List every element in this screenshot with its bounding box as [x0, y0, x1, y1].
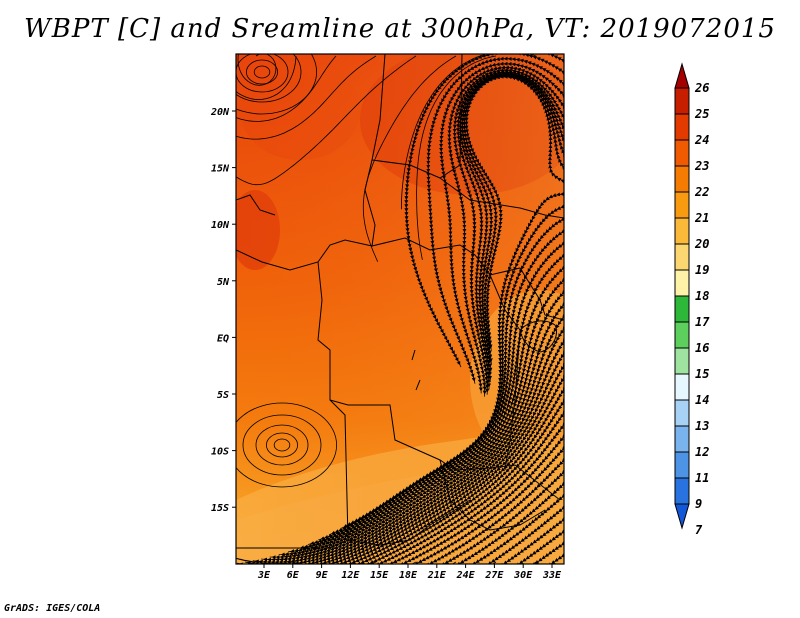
- lon-tick-label: 3E: [257, 570, 271, 581]
- streamline: [236, 55, 377, 140]
- streamline: [492, 561, 497, 564]
- vortex-ring: [236, 54, 317, 115]
- colorbar-swatch: [674, 425, 690, 453]
- streamline: [236, 558, 297, 564]
- colorbar-label: 15: [695, 367, 709, 381]
- vortex-ring: [236, 54, 302, 103]
- grads-credit: GrADS: IGES/COLA: [4, 603, 101, 614]
- colorbar: 26 25 24 23 22 21 20 19 18 17 16 15 14 13 12 11 9 7: [674, 62, 710, 537]
- vortex-ring: [253, 65, 271, 79]
- streamlines: [236, 54, 564, 564]
- streamline: [411, 561, 417, 564]
- colorbar-swatch: [674, 139, 690, 167]
- streamline: [416, 55, 497, 260]
- colorbar-label: 19: [695, 263, 709, 277]
- lon-tick-label: 21E: [427, 570, 447, 581]
- lon-tick-label: 9E: [316, 570, 329, 581]
- vortex-ring: [273, 438, 291, 452]
- lon-tick-label: 30E: [513, 570, 533, 581]
- colorbar-swatch: [674, 347, 690, 375]
- vortex-ring: [245, 59, 278, 85]
- lat-tick-label: 5S: [217, 390, 229, 401]
- colorbar-swatch: [674, 373, 690, 401]
- vortex-ring: [236, 54, 289, 93]
- colorbar-swatch: [674, 217, 690, 245]
- colorbar-label: 24: [694, 133, 709, 147]
- colorbar-label: 20: [694, 237, 709, 251]
- streamline: [328, 561, 337, 564]
- colorbar-swatch: [674, 269, 690, 297]
- colorbar-label: 9: [695, 497, 702, 511]
- latitude-axis: 20N 15N 10N 5N EQ 5S 10S 15S: [210, 107, 236, 514]
- vortex-ring: [242, 414, 322, 476]
- lon-tick-label: 18E: [399, 570, 418, 581]
- streamline: [237, 54, 277, 86]
- colorbar-label: 18: [695, 289, 709, 303]
- vortex-ring: [236, 402, 337, 488]
- colorbar-label: 25: [694, 107, 709, 121]
- colorbar-label: 23: [694, 159, 709, 173]
- vortex-ring: [255, 424, 309, 466]
- colorbar-swatch: [674, 191, 690, 219]
- streamline: [532, 561, 537, 564]
- streamline: [370, 561, 377, 564]
- colorbar-bottom-arrow: [674, 503, 690, 530]
- colorbar-label: 26: [694, 81, 709, 95]
- colorbar-label: 7: [695, 523, 703, 537]
- lat-tick-label: 15N: [211, 164, 230, 175]
- colorbar-label: 21: [694, 211, 709, 225]
- colorbar-swatch: [674, 87, 690, 115]
- country-borders: [236, 54, 564, 549]
- colorbar-swatch: [674, 477, 690, 505]
- colorbar-label: 13: [695, 419, 709, 433]
- colorbar-top-arrow: [674, 62, 690, 89]
- map-frame: [235, 53, 565, 565]
- streamline: [236, 55, 417, 186]
- colorbar-swatch: [674, 113, 690, 141]
- colorbar-label: 11: [695, 471, 709, 485]
- streamline: [401, 54, 537, 210]
- colorbar-swatch: [674, 451, 690, 479]
- lat-tick-label: 10N: [211, 220, 230, 231]
- colorbar-label: 17: [695, 315, 710, 329]
- streamline: [236, 55, 297, 100]
- colorbar-swatch: [674, 243, 690, 271]
- lat-tick-label: 5N: [217, 277, 230, 288]
- lon-tick-label: 15E: [370, 570, 389, 581]
- lat-tick-label: 15S: [211, 503, 229, 514]
- lon-tick-label: 27E: [484, 570, 504, 581]
- lat-tick-label: 20N: [210, 107, 230, 118]
- lon-tick-label: 6E: [287, 570, 300, 581]
- streamline: [236, 55, 337, 122]
- colorbar-swatch: [674, 321, 690, 349]
- colorbar-label: 16: [695, 341, 709, 355]
- streamline: [451, 561, 457, 564]
- colorbar-label: 22: [694, 185, 709, 199]
- streamline: [362, 55, 457, 262]
- colorbar-label: 14: [695, 393, 709, 407]
- lon-tick-label: 12E: [341, 570, 360, 581]
- colorbar-label: 12: [695, 445, 709, 459]
- lon-tick-label: 24E: [456, 570, 476, 581]
- colorbar-swatch: [674, 165, 690, 193]
- colorbar-swatch: [674, 399, 690, 427]
- lat-tick-label: 10S: [211, 447, 229, 458]
- lat-tick-label: EQ: [217, 333, 229, 344]
- streamline: [547, 553, 564, 564]
- longitude-axis: 3E 6E 9E 12E 15E 18E 21E 24E 27E 30E 33E: [257, 564, 562, 581]
- lon-tick-label: 33E: [542, 570, 562, 581]
- colorbar-swatch: [674, 295, 690, 323]
- map-title: WBPT [C] and Sreamline at 300hPa, VT: 20…: [24, 14, 776, 44]
- vortex-ring: [265, 432, 298, 458]
